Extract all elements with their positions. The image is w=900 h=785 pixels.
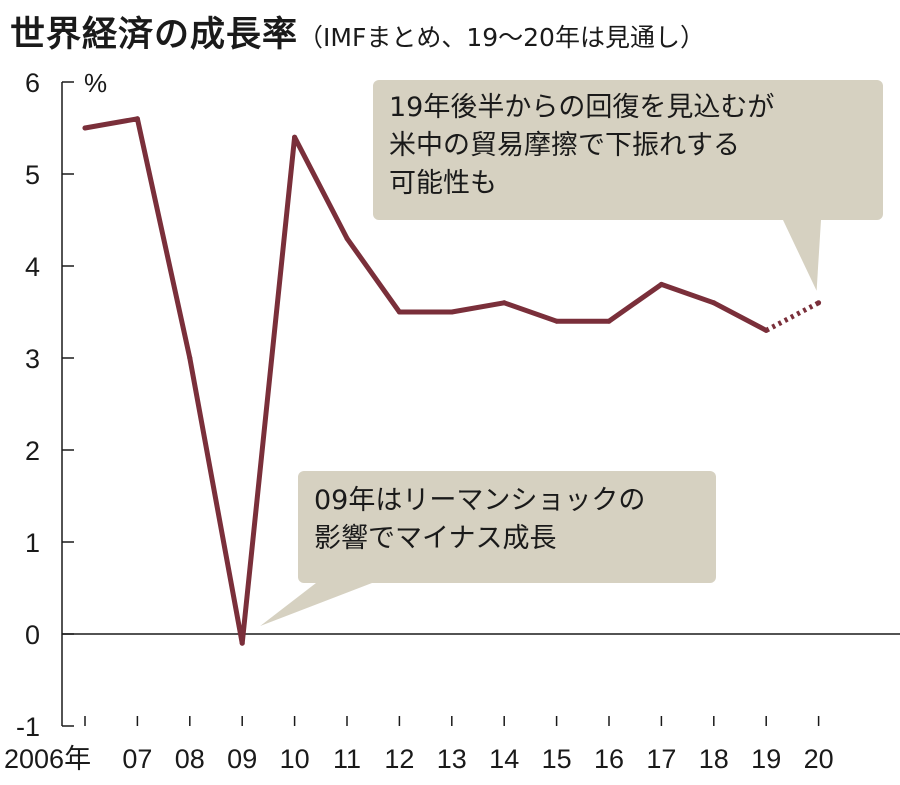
x-tick-label: 14: [489, 744, 519, 774]
data-point: [187, 355, 193, 361]
x-tick-label: 2006年: [4, 744, 91, 774]
x-tick-label: 11: [333, 744, 361, 774]
y-tick-label: 4: [25, 252, 40, 282]
data-point: [554, 318, 560, 324]
y-tick-label: -1: [16, 712, 40, 742]
series-line-actual: [82, 116, 769, 646]
callout-box: [373, 80, 883, 220]
chart-title-main: 世界経済の成長率: [10, 15, 299, 55]
x-tick-label: 08: [175, 744, 205, 774]
callout-text-line: 米中の貿易摩擦で下振れする: [389, 130, 740, 161]
data-point: [606, 318, 612, 324]
callout-text-line: 19年後半からの回復を見込むが: [389, 92, 774, 123]
chart-subtitle: （IMFまとめ、19～20年は見通し）: [298, 23, 705, 52]
chart-series: [82, 116, 822, 646]
data-point: [292, 134, 298, 140]
y-tick-label: 1: [25, 528, 40, 558]
data-point: [134, 116, 140, 122]
series-line-forecast: [765, 300, 820, 333]
data-point: [763, 327, 769, 333]
data-point: [658, 281, 664, 287]
data-point: [344, 235, 350, 241]
y-axis-unit: %: [84, 68, 107, 98]
x-tick-label: 13: [437, 744, 467, 774]
y-tick-label: 2: [25, 436, 40, 466]
data-point: [396, 309, 402, 315]
callout-text-line: 09年はリーマンショックの: [314, 485, 645, 516]
x-tick-label: 15: [542, 744, 572, 774]
x-tick-label: 19: [751, 744, 781, 774]
callout-text-line: 可能性も: [389, 168, 497, 199]
chart-title: 世界経済の成長率（IMFまとめ、19～20年は見通し）: [10, 6, 705, 57]
data-point: [816, 300, 822, 306]
y-tick-label: 3: [25, 344, 40, 374]
x-tick-label: 07: [122, 744, 152, 774]
x-tick-label: 18: [699, 744, 729, 774]
data-point: [449, 309, 455, 315]
data-point: [82, 125, 88, 131]
y-tick-label: 0: [25, 620, 40, 650]
data-point: [239, 640, 245, 646]
x-tick-label: 16: [594, 744, 624, 774]
x-tick-label: 10: [280, 744, 310, 774]
y-tick-label: 5: [25, 160, 40, 190]
x-tick-label: 17: [646, 744, 676, 774]
data-point: [501, 300, 507, 306]
x-tick-label: 09: [227, 744, 257, 774]
callout-pointer: [260, 583, 372, 626]
y-tick-label: 6: [25, 68, 40, 98]
data-point: [711, 300, 717, 306]
callout-box: [298, 471, 716, 583]
x-tick-label: 20: [804, 744, 834, 774]
callout-text-line: 影響でマイナス成長: [314, 523, 556, 554]
callout-pointer: [783, 220, 821, 291]
x-tick-label: 12: [384, 744, 414, 774]
